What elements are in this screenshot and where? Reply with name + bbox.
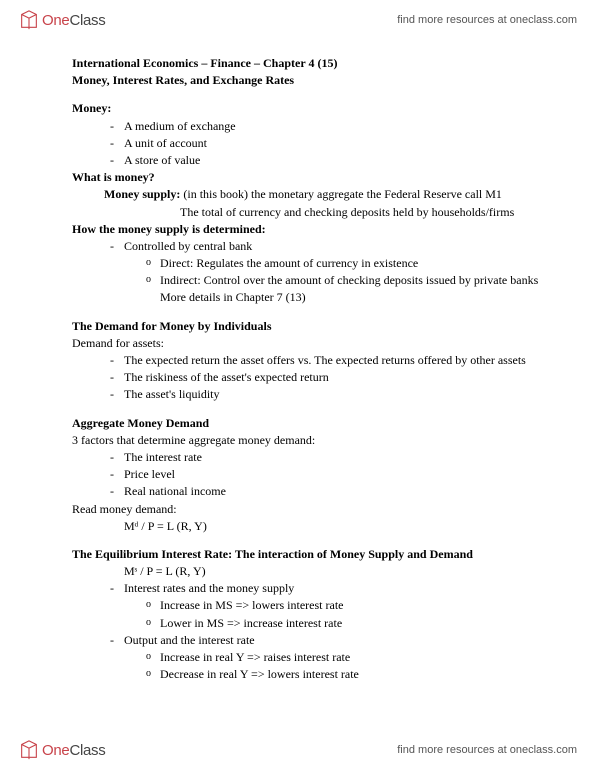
list-item: A medium of exchange bbox=[72, 118, 555, 134]
list-item: The riskiness of the asset's expected re… bbox=[72, 369, 555, 385]
page-footer: OneClass find more resources at oneclass… bbox=[0, 730, 595, 770]
logo-bottom: OneClass bbox=[18, 739, 105, 761]
list-item: A store of value bbox=[72, 152, 555, 168]
heading-what-is-money: What is money? bbox=[72, 169, 555, 185]
body-text: Read money demand: bbox=[72, 501, 555, 517]
list-item: Direct: Regulates the amount of currency… bbox=[72, 255, 555, 271]
heading-aggregate: Aggregate Money Demand bbox=[72, 415, 555, 431]
page-header: OneClass find more resources at oneclass… bbox=[0, 0, 595, 40]
formula-md: Mᵈ / P = L (R, Y) bbox=[72, 518, 555, 534]
money-supply-line: Money supply: (in this book) the monetar… bbox=[72, 186, 555, 202]
money-supply-label: Money supply: bbox=[104, 187, 180, 201]
list-item: The expected return the asset offers vs.… bbox=[72, 352, 555, 368]
logo-top: OneClass bbox=[18, 9, 105, 31]
body-text: More details in Chapter 7 (13) bbox=[72, 289, 555, 305]
logo-text: OneClass bbox=[42, 12, 105, 29]
document-body: International Economics – Finance – Chap… bbox=[72, 55, 555, 683]
list-item: Increase in MS => lowers interest rate bbox=[72, 597, 555, 613]
list-item: Indirect: Control over the amount of che… bbox=[72, 272, 555, 288]
list-item: Output and the interest rate bbox=[72, 632, 555, 648]
money-supply-line2: The total of currency and checking depos… bbox=[72, 204, 555, 220]
heading-how-supply: How the money supply is determined: bbox=[72, 221, 555, 237]
list-item: The interest rate bbox=[72, 449, 555, 465]
logo-word-one: One bbox=[42, 12, 69, 29]
list-item: Decrease in real Y => lowers interest ra… bbox=[72, 666, 555, 682]
list-item: Lower in MS => increase interest rate bbox=[72, 615, 555, 631]
heading-demand: The Demand for Money by Individuals bbox=[72, 318, 555, 334]
list-item: The asset's liquidity bbox=[72, 386, 555, 402]
footer-resource-link[interactable]: find more resources at oneclass.com bbox=[397, 744, 577, 756]
brand-icon bbox=[18, 9, 40, 31]
formula-ms: Mˢ / P = L (R, Y) bbox=[72, 563, 555, 579]
list-item: Increase in real Y => raises interest ra… bbox=[72, 649, 555, 665]
list-item: Real national income bbox=[72, 483, 555, 499]
doc-title-2: Money, Interest Rates, and Exchange Rate… bbox=[72, 72, 555, 88]
header-resource-link[interactable]: find more resources at oneclass.com bbox=[397, 14, 577, 26]
list-item: A unit of account bbox=[72, 135, 555, 151]
logo-word-one: One bbox=[42, 742, 69, 759]
list-item: Price level bbox=[72, 466, 555, 482]
body-text: Demand for assets: bbox=[72, 335, 555, 351]
body-text: 3 factors that determine aggregate money… bbox=[72, 432, 555, 448]
heading-money: Money: bbox=[72, 100, 555, 116]
list-item: Controlled by central bank bbox=[72, 238, 555, 254]
doc-title-1: International Economics – Finance – Chap… bbox=[72, 55, 555, 71]
logo-text: OneClass bbox=[42, 742, 105, 759]
logo-word-class: Class bbox=[69, 742, 105, 759]
brand-icon bbox=[18, 739, 40, 761]
list-item: Interest rates and the money supply bbox=[72, 580, 555, 596]
heading-equilibrium: The Equilibrium Interest Rate: The inter… bbox=[72, 546, 555, 562]
money-supply-text: (in this book) the monetary aggregate th… bbox=[180, 187, 502, 201]
logo-word-class: Class bbox=[69, 12, 105, 29]
